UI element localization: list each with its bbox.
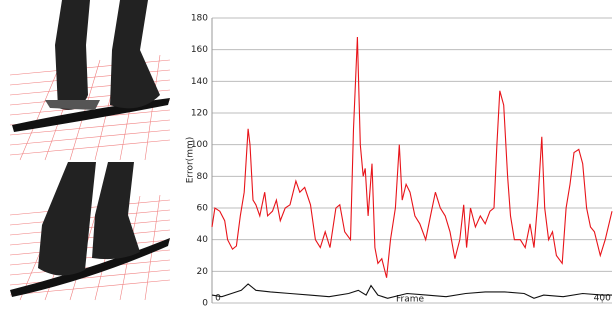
y-tick-label: 180: [191, 14, 208, 24]
y-tick-label: 60: [197, 204, 209, 214]
figure: Error(mm) Frame 020406080100120140160180…: [0, 0, 616, 326]
mesh-render-bottom: [10, 162, 170, 300]
y-tick-label: 100: [191, 140, 208, 150]
y-tick-label: 160: [191, 45, 208, 55]
y-tick-label: 140: [191, 77, 208, 87]
y-tick-label: 40: [197, 235, 209, 245]
y-tick-label: 80: [197, 172, 209, 182]
line-chart: Error(mm) Frame 020406080100120140160180…: [186, 14, 613, 309]
y-tick-label: 0: [202, 299, 208, 309]
data-line: [212, 37, 612, 278]
y-tick-label: 120: [191, 109, 208, 119]
y-tick-label: 20: [197, 267, 209, 277]
mesh-render-top: [10, 0, 170, 160]
x-tick-label: 0: [215, 294, 221, 304]
